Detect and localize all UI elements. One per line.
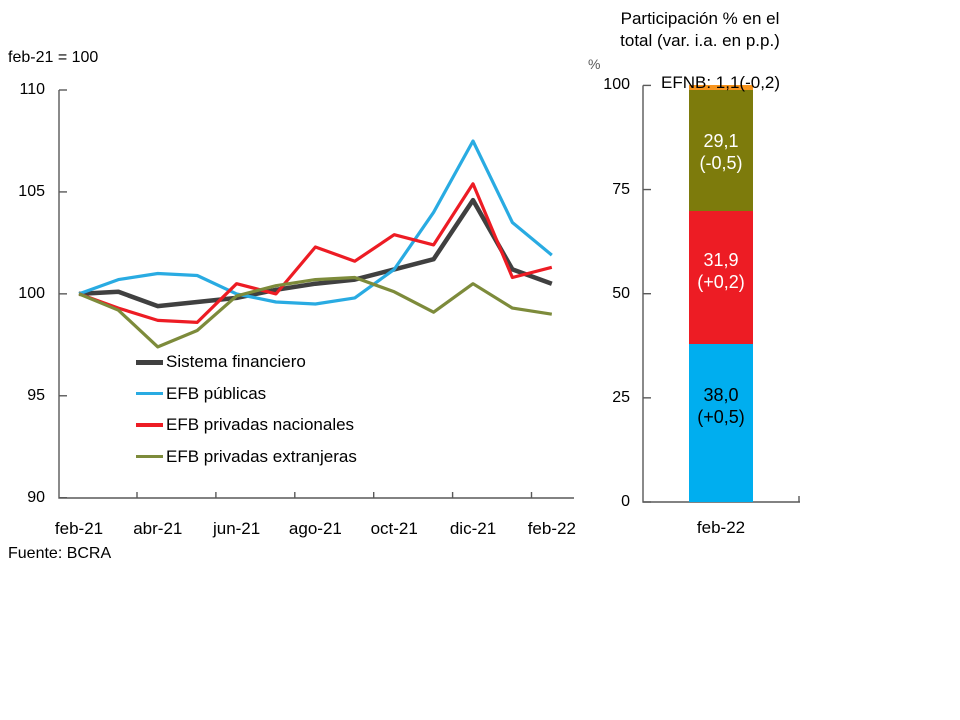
left-chart-title: feb-21 = 100 [8,49,99,66]
legend-swatch [136,454,163,459]
right-y-axis-tick-label: 75 [612,180,630,198]
efnb-segment-label: EFNB: 1,1(-0,2) [661,73,781,92]
bar-segment-value-label: 29,1 (-0,5) [689,130,753,174]
line-series-efb-privadas-nacionales [78,182,553,324]
segment-variation-value: (-0,5) [699,152,743,173]
x-axis-tick-label: oct-21 [370,519,418,538]
legend-item-efb-p-blicas: EFB públicas [136,384,266,404]
legend-label: EFB privadas extranjeras [166,446,357,466]
legend-label: EFB privadas nacionales [166,415,355,434]
right-chart-title-line1: Participación % en el [620,9,780,28]
right-chart-title: Participación % en el total (var. i.a. e… [575,8,825,52]
bar-segment-efb-p-blicas [689,343,753,502]
line-series-efb-privadas-extranjeras [78,275,553,349]
right-y-axis-tick-label: 25 [612,388,630,406]
y-axis-tick-label: 100 [18,284,45,302]
legend-label: Sistema financiero [166,352,306,371]
bar-segment-efb-privadas-extranjeras [689,89,753,211]
x-axis-tick-label: feb-22 [527,519,576,538]
bar-segment-efb-privadas-nacionales [689,210,753,344]
y-axis-tick-label: 90 [27,488,45,506]
legend-swatch [136,359,163,365]
line-series-efb-p-blicas [78,139,553,306]
segment-variation-value: (+0,2) [697,271,745,292]
legend-item-sistema-financiero: Sistema financiero [136,352,306,372]
right-y-axis-tick-label: 0 [621,493,630,510]
right-chart-unit-label: % [588,56,601,72]
y-axis-tick-label: 95 [27,386,45,404]
y-axis-tick-label: 110 [19,81,45,98]
line-series-sistema-financiero [78,197,553,309]
right-chart-x-axis-label: feb-22 [696,518,746,537]
segment-share-value: 38,0 [703,385,739,406]
x-axis-tick-label: dic-21 [449,519,497,538]
right-chart-title-line2: total (var. i.a. en p.p.) [620,31,780,50]
y-axis-tick-label: 105 [18,182,45,200]
segment-share-value: 29,1 [703,130,739,151]
source-note: Fuente: BCRA [8,545,112,562]
bar-segment-efnb [689,85,753,90]
right-y-axis-tick-label: 50 [612,284,630,302]
stacked-bar: 38,0 (+0,5) 31,9 (+0,2) 29,1 (-0,5) [689,85,753,502]
bar-segment-value-label: 38,0 (+0,5) [689,384,753,428]
left-chart-axes [58,90,574,499]
right-y-axis-tick-label: 100 [603,76,630,94]
legend-label: EFB públicas [166,383,267,403]
segment-variation-value: (+0,5) [697,407,745,428]
x-axis-tick-label: feb-21 [54,519,104,538]
legend-item-efb-privadas-extranjeras: EFB privadas extranjeras [136,447,357,467]
legend-swatch [136,423,163,427]
legend-item-efb-privadas-nacionales: EFB privadas nacionales [136,415,354,435]
x-axis-tick-label: ago-21 [288,519,342,538]
x-axis-tick-label: abr-21 [133,519,183,538]
bar-segment-value-label: 31,9 (+0,2) [689,249,753,293]
x-axis-tick-label: jun-21 [212,519,261,538]
legend-swatch [136,391,163,396]
segment-share-value: 31,9 [703,249,739,270]
